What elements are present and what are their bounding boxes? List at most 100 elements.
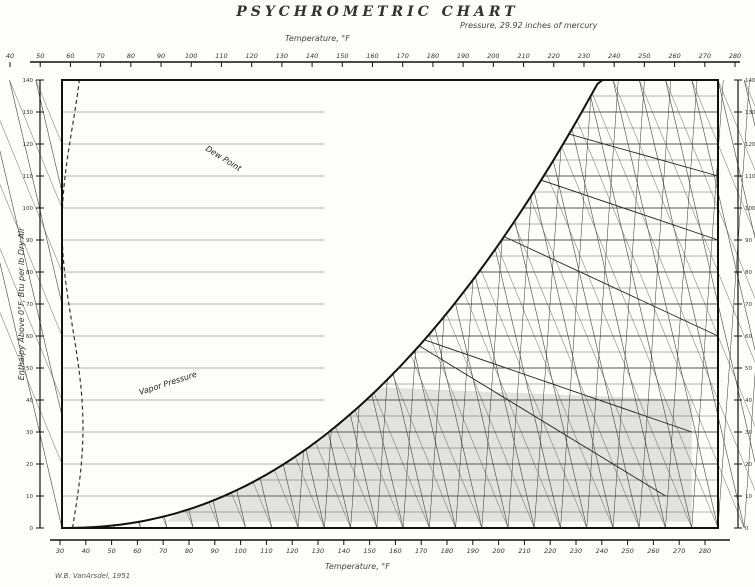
bottom-tick-label: 270	[673, 547, 685, 555]
bottom-tick-label: 170	[415, 547, 427, 555]
volume-line	[717, 79, 750, 529]
right-tick-label: 70	[745, 302, 752, 308]
bottom-tick-label: 30	[56, 547, 64, 555]
right-tick-label: 140	[745, 78, 755, 84]
top-tick-label: 250	[638, 52, 650, 60]
volume-line	[560, 79, 593, 529]
bottom-tick-label: 50	[107, 547, 115, 555]
dry-bulb-line	[586, 79, 693, 529]
bottom-tick-label: 140	[338, 547, 350, 555]
wet-bulb-line	[717, 79, 755, 171]
wet-bulb-line	[639, 79, 755, 363]
bottom-tick-label: 60	[133, 547, 141, 555]
left-tick-label: 20	[26, 462, 33, 468]
wet-bulb-line	[586, 79, 755, 491]
bottom-tick-label: 190	[467, 547, 479, 555]
bottom-tick-label: 210	[518, 547, 530, 555]
y-axis-label: Enthalpy Above 0°F, Btu per lb Dry Air	[17, 227, 26, 381]
volume-line	[743, 371, 755, 529]
volume-line	[534, 79, 567, 529]
top-tick-label: 240	[608, 52, 620, 60]
top-tick-label: 210	[517, 52, 529, 60]
left-tick-label: 60	[26, 334, 33, 340]
right-tick-label: 20	[745, 462, 752, 468]
bottom-tick-label: 110	[260, 547, 272, 555]
chart-ticks: 40 50 60 70 80 90 100 110 120 130 140 150 160 170 180 1…	[6, 52, 755, 555]
right-tick-label: 50	[745, 366, 752, 372]
right-tick-label: 40	[745, 398, 752, 404]
chart-subtitle: Pressure, 29.92 inches of mercury	[460, 21, 598, 30]
right-tick-label: 60	[745, 334, 752, 340]
dry-bulb-line	[638, 79, 745, 529]
dry-bulb-line	[0, 262, 63, 529]
left-tick-label: 90	[26, 238, 33, 244]
bottom-tick-label: 150	[363, 547, 375, 555]
right-tick-label: 90	[745, 238, 752, 244]
top-tick-label: 170	[396, 52, 408, 60]
volume-line	[612, 79, 645, 529]
bottom-tick-label: 70	[159, 547, 167, 555]
top-tick-label: 260	[668, 52, 680, 60]
top-tick-label: 110	[215, 52, 227, 60]
top-tick-label: 230	[578, 52, 590, 60]
top-tick-label: 100	[185, 52, 197, 60]
left-tick-label: 70	[26, 302, 33, 308]
right-tick-label: 30	[745, 430, 752, 436]
bottom-tick-label: 180	[441, 547, 453, 555]
dry-bulb-line	[691, 79, 755, 352]
top-tick-label: 80	[127, 52, 135, 60]
bottom-tick-label: 220	[544, 547, 556, 555]
left-tick-label: 80	[26, 270, 33, 276]
x-axis-label-bottom: Temperature, °F	[325, 562, 390, 571]
dry-bulb-line	[717, 79, 755, 240]
left-tick-label: 10	[26, 494, 33, 500]
bottom-tick-label: 80	[185, 547, 193, 555]
chart-curves	[61, 79, 719, 529]
x-axis-label-top: Temperature, °F	[285, 34, 350, 43]
wet-bulb-line	[560, 79, 745, 529]
left-tick-label: 50	[26, 366, 33, 372]
dry-bulb-line	[560, 79, 666, 529]
dashed-boundary	[61, 79, 84, 529]
left-tick-label: 0	[30, 526, 34, 532]
bottom-tick-label: 240	[596, 547, 608, 555]
top-tick-label: 190	[457, 52, 469, 60]
dry-bulb-line	[612, 79, 719, 529]
left-tick-label: 130	[23, 110, 34, 116]
top-tick-label: 160	[366, 52, 378, 60]
bottom-tick-label: 120	[286, 547, 298, 555]
left-tick-label: 120	[23, 142, 34, 148]
top-tick-label: 70	[96, 52, 104, 60]
wet-bulb-line	[534, 79, 719, 529]
bottom-tick-label: 230	[570, 547, 582, 555]
left-tick-label: 100	[23, 206, 34, 212]
top-tick-label: 60	[66, 52, 74, 60]
top-tick-label: 180	[427, 52, 439, 60]
left-tick-label: 110	[23, 174, 34, 180]
left-tick-label: 140	[23, 78, 34, 84]
right-tick-label: 80	[745, 270, 752, 276]
volume-line	[665, 79, 698, 529]
wet-bulb-line	[665, 79, 755, 299]
top-tick-label: 40	[6, 52, 14, 60]
bottom-tick-label: 250	[621, 547, 633, 555]
top-tick-label: 130	[276, 52, 288, 60]
chart-credit: W.B. VanArsdel, 1951	[55, 572, 131, 580]
right-tick-label: 120	[745, 142, 755, 148]
top-tick-label: 280	[729, 52, 741, 60]
bottom-tick-label: 40	[82, 547, 90, 555]
plot-frame	[61, 79, 719, 529]
volume-line	[586, 79, 619, 529]
right-tick-label: 130	[745, 110, 755, 116]
left-tick-label: 40	[26, 398, 33, 404]
bottom-tick-label: 90	[211, 547, 219, 555]
top-tick-label: 150	[336, 52, 348, 60]
wet-bulb-line	[0, 312, 89, 529]
top-tick-label: 120	[245, 52, 257, 60]
right-tick-label: 10	[745, 494, 752, 500]
bottom-tick-label: 200	[492, 547, 504, 555]
left-tick-label: 30	[26, 430, 33, 436]
right-tick-label: 100	[745, 206, 755, 212]
top-tick-label: 220	[548, 52, 560, 60]
